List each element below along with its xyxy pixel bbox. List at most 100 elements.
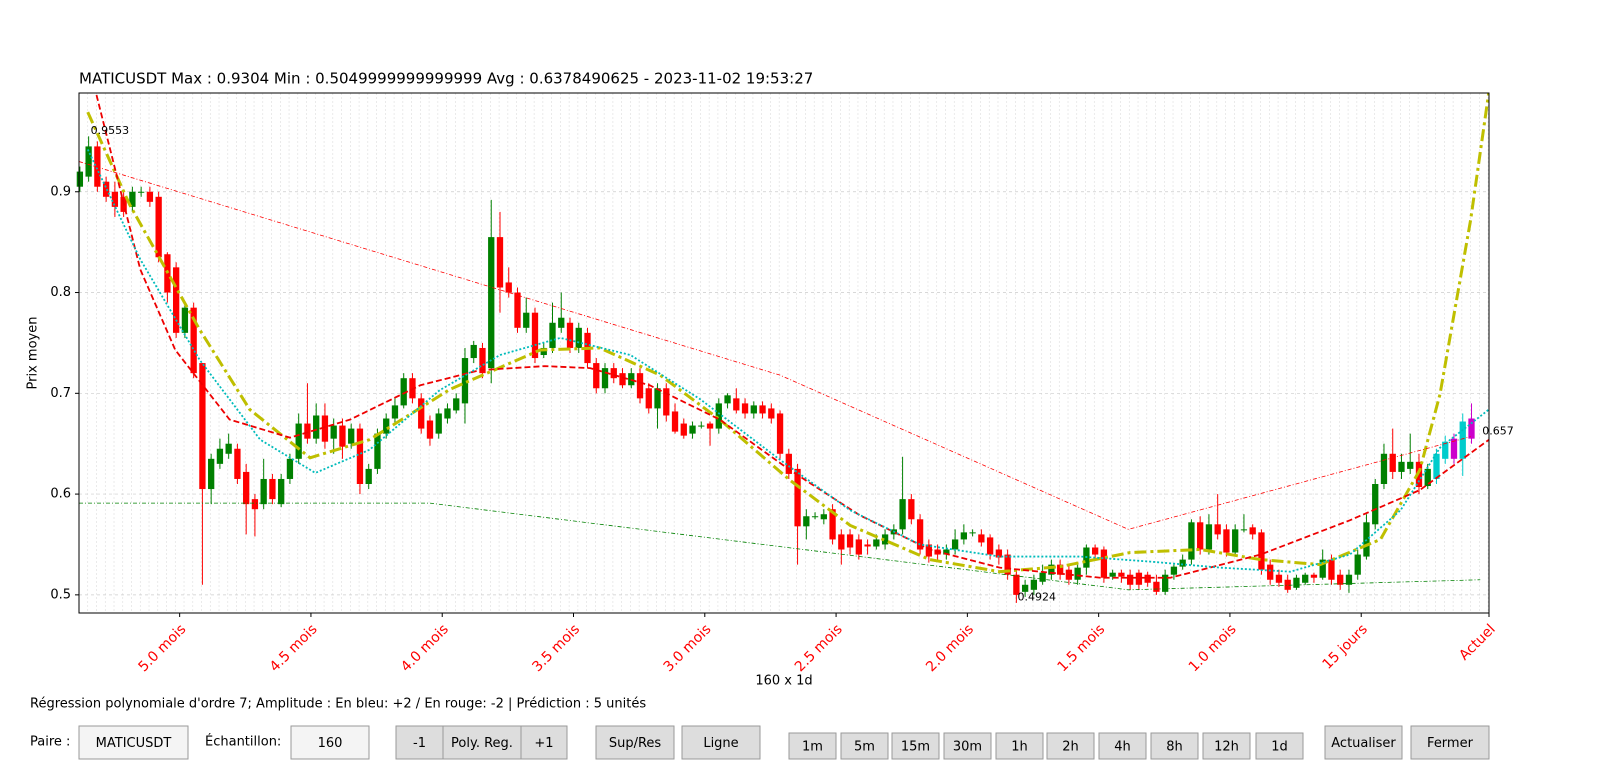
timeframe-button[interactable] xyxy=(1150,732,1199,760)
sample-label: Échantillon: xyxy=(205,734,281,750)
candle-body xyxy=(864,544,871,547)
plot-frame xyxy=(78,92,1490,614)
x-tick-label: Actuel xyxy=(1456,621,1498,663)
timeframe-button[interactable] xyxy=(1202,732,1251,760)
candle-body xyxy=(1205,524,1213,550)
candle-body xyxy=(1302,574,1309,583)
candle-body xyxy=(1223,529,1230,553)
timeframe-button[interactable] xyxy=(943,732,992,760)
candle-body xyxy=(654,388,661,409)
candle-body xyxy=(479,347,486,374)
candle-body xyxy=(951,539,959,550)
pair-input-label[interactable]: MATICUSDT xyxy=(96,736,172,751)
x-tick-label: 1.5 mois xyxy=(1054,621,1108,675)
candle-body xyxy=(1118,572,1125,577)
candle-body xyxy=(330,425,337,439)
candle-body xyxy=(706,423,714,429)
candle-body xyxy=(1407,461,1414,469)
candle-body xyxy=(1267,564,1274,580)
button-label[interactable]: Sup/Res xyxy=(609,736,662,751)
candle-body xyxy=(1275,574,1283,583)
button[interactable] xyxy=(520,725,568,760)
candle-body xyxy=(1293,577,1300,588)
candle-body xyxy=(785,453,792,474)
regression-line xyxy=(86,93,1489,574)
candle-body xyxy=(1179,559,1186,567)
candle-body xyxy=(374,433,381,469)
sample-input[interactable] xyxy=(290,725,370,760)
timeframe-button-label[interactable]: 1d xyxy=(1271,740,1288,755)
timeframe-button[interactable] xyxy=(995,732,1044,760)
action-button[interactable] xyxy=(1410,725,1490,760)
timeframe-button-label[interactable]: 15m xyxy=(901,740,930,755)
candle-body xyxy=(593,363,600,389)
y-tick-label: 0.8 xyxy=(50,285,71,300)
button-label[interactable]: Ligne xyxy=(703,736,738,751)
candle-body xyxy=(1442,441,1449,459)
timeframe-button[interactable] xyxy=(891,732,940,760)
candle-body xyxy=(339,425,346,447)
candle-body xyxy=(496,237,504,288)
candle-body xyxy=(1021,584,1029,592)
candle-body xyxy=(435,413,442,434)
button-label[interactable]: -1 xyxy=(413,736,426,751)
candle-body xyxy=(1056,564,1064,575)
candle-body xyxy=(1459,421,1466,459)
candle-body xyxy=(313,415,320,439)
candle-body xyxy=(1319,559,1326,578)
button-label[interactable]: +1 xyxy=(534,736,553,751)
action-button-label[interactable]: Fermer xyxy=(1427,736,1474,751)
sample-input-label[interactable]: 160 xyxy=(318,736,343,751)
candle-body xyxy=(1424,468,1431,487)
candle-body xyxy=(619,373,626,386)
candle-body xyxy=(1354,554,1361,575)
candle-body xyxy=(601,368,609,389)
candle-body xyxy=(225,443,232,454)
candle-body xyxy=(208,458,215,490)
timeframe-button-label[interactable]: 12h xyxy=(1214,740,1239,755)
button-label[interactable]: Poly. Reg. xyxy=(451,736,513,751)
timeframe-button[interactable] xyxy=(1255,732,1304,760)
candle-body xyxy=(1162,574,1169,592)
button[interactable] xyxy=(442,725,522,760)
candle-body xyxy=(1100,549,1108,578)
action-button-label[interactable]: Actualiser xyxy=(1331,736,1396,751)
candle-body xyxy=(251,499,259,510)
candle-body xyxy=(1345,574,1353,585)
candle-body xyxy=(129,191,136,207)
regression-line xyxy=(79,161,1471,530)
timeframe-button-label[interactable]: 30m xyxy=(953,740,982,755)
candle-body xyxy=(1170,566,1178,575)
candle-body xyxy=(295,423,302,459)
candle-body xyxy=(234,448,241,479)
candle-body xyxy=(1127,574,1134,585)
candle-body xyxy=(1337,574,1344,585)
candle-body xyxy=(444,408,451,419)
candle-body xyxy=(1258,532,1265,570)
timeframe-button-label[interactable]: 1m xyxy=(802,740,823,755)
x-tick-label: 3.5 mois xyxy=(529,621,583,675)
candle-body xyxy=(768,408,775,419)
candle-body xyxy=(260,478,267,505)
timeframe-button[interactable] xyxy=(788,732,837,760)
timeframe-button[interactable] xyxy=(840,732,889,760)
candle-body xyxy=(733,398,740,411)
button[interactable] xyxy=(595,725,675,760)
timeframe-button[interactable] xyxy=(1046,732,1095,760)
timeframe-button-label[interactable]: 8h xyxy=(1166,740,1183,755)
button[interactable] xyxy=(681,725,761,760)
candle-body xyxy=(1232,529,1239,553)
pair-input[interactable] xyxy=(78,725,189,760)
action-button[interactable] xyxy=(1324,725,1403,760)
candle-body xyxy=(724,395,731,404)
timeframe-button-label[interactable]: 4h xyxy=(1114,740,1131,755)
candle-body xyxy=(698,425,705,427)
candle-body xyxy=(85,146,92,177)
timeframe-button[interactable] xyxy=(1098,732,1147,760)
timeframe-button-label[interactable]: 1h xyxy=(1011,740,1028,755)
candle-body xyxy=(838,534,845,550)
y-tick-label: 0.9 xyxy=(50,184,71,199)
timeframe-button-label[interactable]: 5m xyxy=(854,740,875,755)
timeframe-button-label[interactable]: 2h xyxy=(1062,740,1079,755)
x-tick-label: 1.0 mois xyxy=(1186,621,1240,675)
